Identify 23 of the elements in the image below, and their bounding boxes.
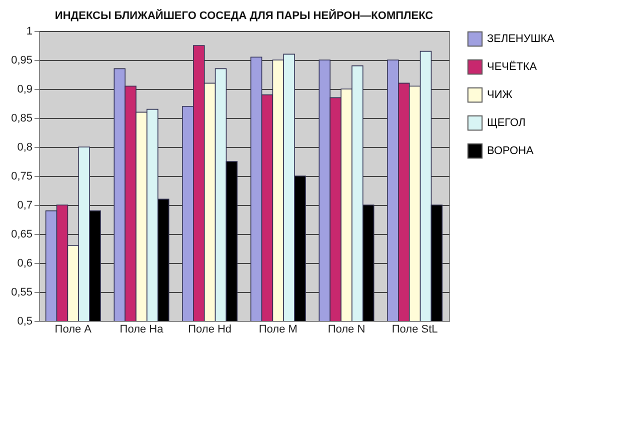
x-tick-label: Поле Hd	[188, 324, 232, 336]
y-tick-label: 1	[26, 26, 32, 38]
x-tick-label: Поле А	[54, 324, 92, 336]
y-tick-label: 0,8	[17, 142, 32, 154]
y-tick-label: 0,65	[11, 228, 32, 240]
legend-label: ВОРОНА	[487, 145, 534, 157]
y-tick-label: 0,75	[11, 170, 32, 182]
x-tick-label: Поле N	[328, 324, 366, 336]
x-tick-label: Поле Ha	[120, 324, 164, 336]
y-tick-label: 0,5	[17, 316, 32, 328]
y-tick-label: 0,7	[17, 200, 32, 212]
legend-label: ЧИЖ	[487, 89, 512, 101]
y-tick-label: 0,9	[17, 84, 32, 96]
y-tick-label: 0,6	[17, 258, 32, 270]
legend-label: ЩЕГОЛ	[487, 117, 526, 129]
x-tick-label: Поле StL	[392, 324, 438, 336]
legend-label: ЗЕЛЕНУШКА	[487, 33, 555, 45]
y-tick-label: 0,85	[11, 112, 32, 124]
legend-label: ЧЕЧЁТКА	[487, 60, 538, 73]
y-tick-label: 0,55	[11, 286, 32, 298]
chart-title: ИНДЕКСЫ БЛИЖАЙШЕГО СОСЕДА ДЛЯ ПАРЫ НЕЙРОН—КОМПЛЕКС	[54, 9, 434, 22]
x-tick-label: Поле М	[258, 324, 298, 336]
y-tick-label: 0,95	[11, 54, 32, 66]
